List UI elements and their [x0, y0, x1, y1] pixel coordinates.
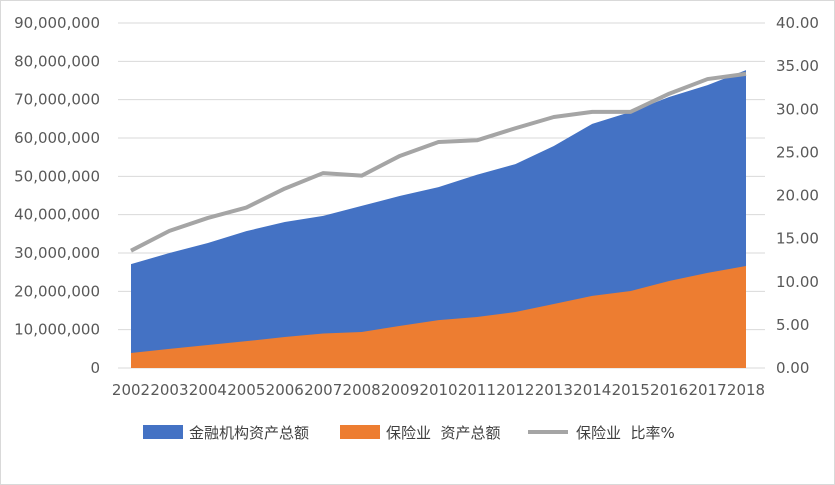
x-tick-label: 2017 — [688, 381, 726, 399]
right-tick-label: 35.00 — [776, 57, 819, 75]
right-tick-label: 5.00 — [776, 316, 809, 334]
right-tick-label: 30.00 — [776, 100, 819, 118]
x-axis-ticks: 2002 2003 2004 2005 2006 2007 2008 2009 2010 2011… — [112, 381, 765, 399]
x-tick-label: 2015 — [612, 381, 650, 399]
legend-label-insurance-assets: 保险业 资产总额 — [386, 424, 501, 442]
right-tick-label: 25.00 — [776, 143, 819, 161]
right-tick-label: 15.00 — [776, 230, 819, 248]
x-tick-label: 2010 — [419, 381, 457, 399]
right-axis-ticks: 0.00 5.00 10.00 15.00 20.00 25.00 30.00 35.00 40… — [776, 14, 819, 377]
line-2 — [130, 71, 747, 253]
x-tick-label: 2002 — [112, 381, 150, 399]
left-tick-label: 50,000,000 — [14, 167, 100, 185]
left-tick-label: 0 — [90, 359, 100, 377]
legend-swatch-insurance-assets — [340, 425, 380, 439]
x-tick-label: 2008 — [343, 381, 381, 399]
x-tick-label: 2013 — [535, 381, 573, 399]
right-tick-label: 10.00 — [776, 273, 819, 291]
x-tick-label: 2006 — [266, 381, 304, 399]
legend: 金融机构资产总额 保险业 资产总额 保险业 比率% — [143, 424, 675, 442]
left-tick-label: 70,000,000 — [14, 91, 100, 109]
line-series — [130, 71, 747, 253]
left-tick-label: 90,000,000 — [14, 14, 100, 32]
x-tick-label: 2016 — [650, 381, 688, 399]
left-tick-label: 80,000,000 — [14, 52, 100, 70]
x-tick-label: 2007 — [304, 381, 342, 399]
left-tick-label: 10,000,000 — [14, 321, 100, 339]
right-tick-label: 0.00 — [776, 359, 809, 377]
area-0 — [131, 70, 746, 369]
left-tick-label: 40,000,000 — [14, 206, 100, 224]
area-1 — [131, 266, 746, 368]
left-axis-ticks: 0 10,000,000 20,000,000 30,000,000 40,000,00… — [14, 14, 100, 377]
legend-swatch-total-assets — [143, 425, 183, 439]
x-tick-label: 2005 — [227, 381, 265, 399]
x-tick-label: 2011 — [458, 381, 496, 399]
x-tick-label: 2004 — [189, 381, 227, 399]
legend-label-ratio: 保险业 比率% — [576, 424, 675, 442]
right-tick-label: 20.00 — [776, 187, 819, 205]
left-tick-label: 30,000,000 — [14, 244, 100, 262]
x-tick-label: 2014 — [573, 381, 611, 399]
right-tick-label: 40.00 — [776, 14, 819, 32]
legend-label-total-assets: 金融机构资产总额 — [189, 424, 309, 442]
left-tick-label: 20,000,000 — [14, 282, 100, 300]
x-tick-label: 2018 — [727, 381, 765, 399]
left-tick-label: 60,000,000 — [14, 129, 100, 147]
x-tick-label: 2012 — [496, 381, 534, 399]
x-tick-label: 2009 — [381, 381, 419, 399]
area-series — [131, 70, 746, 369]
x-tick-label: 2003 — [150, 381, 188, 399]
